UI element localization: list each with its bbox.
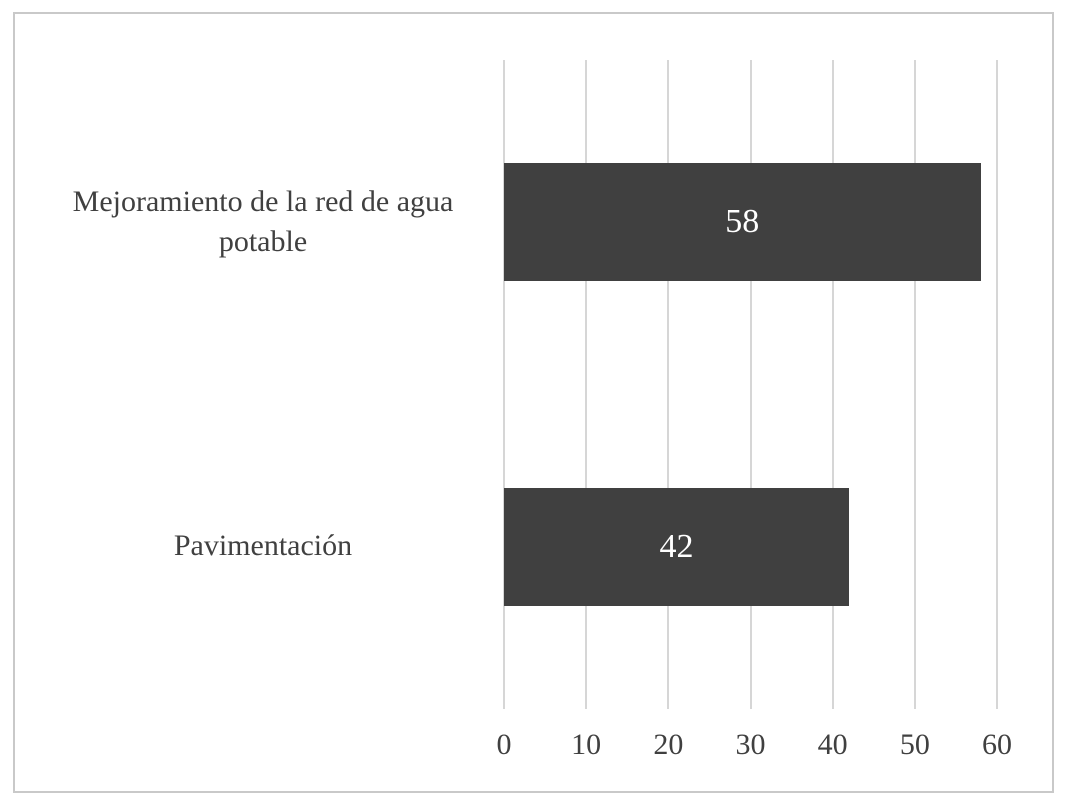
x-tick-label-50: 50 <box>899 728 930 761</box>
x-tick-label-40: 40 <box>817 728 848 761</box>
gridline-x-40 <box>831 60 834 709</box>
x-tick-label-20: 20 <box>653 728 684 761</box>
bar-value-label: 42 <box>659 527 694 565</box>
plot-area: 58 42 <box>503 60 998 709</box>
x-axis: 0 10 20 30 40 50 60 <box>497 727 1013 771</box>
chart-border-frame: 58 42 Mejoramiento de la red de agua pota… <box>13 12 1054 793</box>
x-tick-label-0: 0 <box>496 728 512 761</box>
category-label-1: Pavimentación <box>173 529 353 563</box>
bar-value-label: 58 <box>725 203 760 241</box>
gridline-x-10 <box>585 60 588 709</box>
bar-1: 42 <box>504 487 850 606</box>
gridline-x-60 <box>996 60 998 709</box>
category-label-0: Mejoramiento de la red de agua potable <box>72 184 454 259</box>
gridline-x-30 <box>749 60 752 709</box>
gridline-x-0 <box>503 60 505 709</box>
x-tick-label-60: 60 <box>982 728 1012 761</box>
gridline-x-50 <box>913 60 916 709</box>
x-tick-label-10: 10 <box>571 728 602 761</box>
gridline-x-20 <box>667 60 670 709</box>
x-tick-label-30: 30 <box>735 728 766 761</box>
bar-0: 58 <box>504 163 981 282</box>
y-axis-category-labels: Mejoramiento de la red de agua potable Pa… <box>33 60 493 709</box>
